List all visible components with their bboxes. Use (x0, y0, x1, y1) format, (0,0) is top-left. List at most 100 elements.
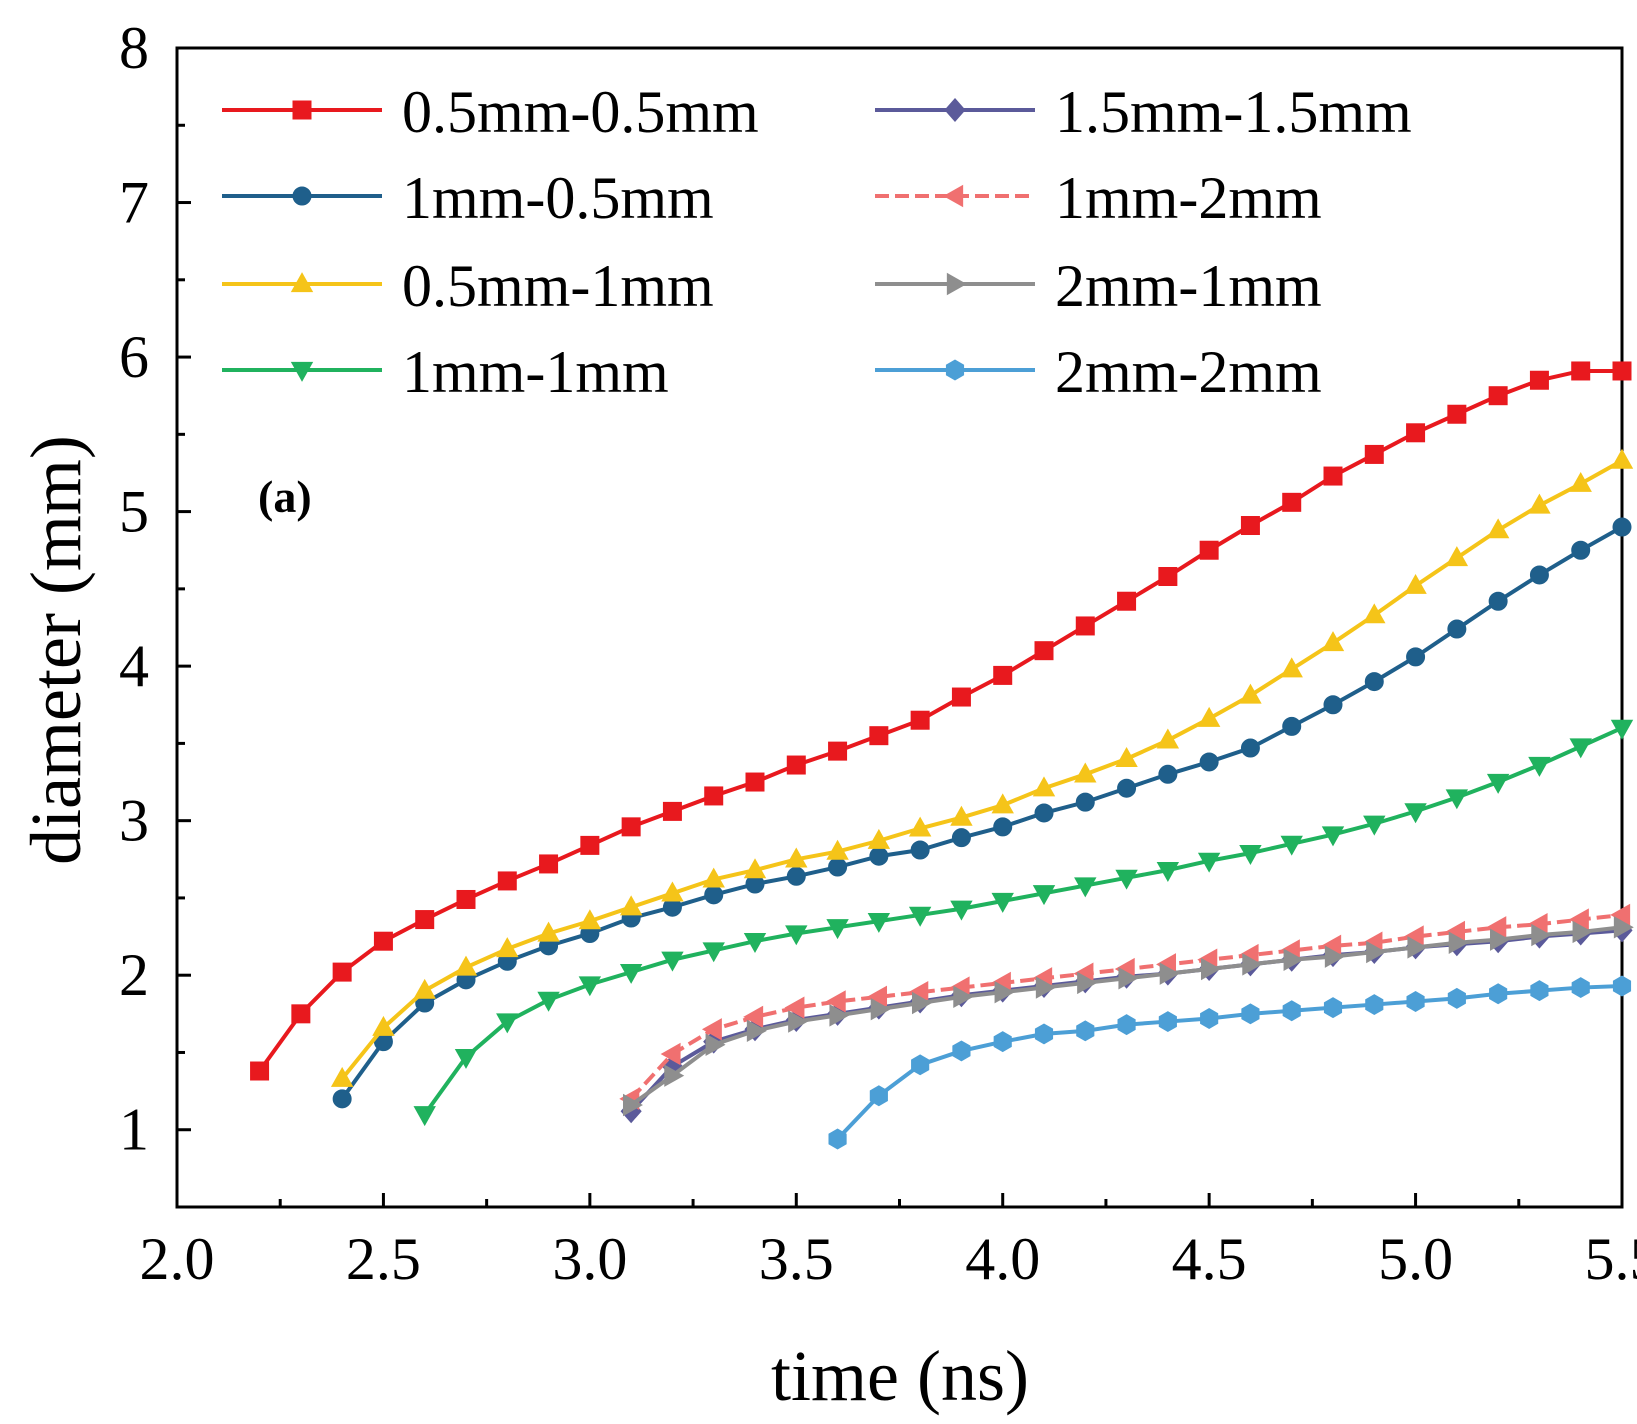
data-point (1118, 1015, 1135, 1035)
x-tick-label: 3.0 (552, 1226, 627, 1292)
data-point (994, 1032, 1011, 1052)
data-point (1118, 592, 1136, 610)
data-point (1035, 804, 1053, 822)
legend-marker (947, 274, 965, 295)
data-point (870, 727, 888, 745)
data-point (1613, 976, 1630, 996)
y-axis-title: diameter (mm) (16, 435, 96, 865)
legend-marker (293, 101, 311, 119)
data-point (1365, 445, 1383, 463)
legend-entry: 2mm-1mm (875, 253, 1322, 319)
y-tick-label: 7 (119, 170, 149, 236)
y-tick-label: 6 (119, 324, 149, 390)
legend-entry: 1.5mm-1.5mm (875, 79, 1412, 145)
data-point (1076, 793, 1094, 811)
data-point (1366, 995, 1383, 1015)
series-1mm-2mm (620, 905, 1629, 1110)
legend-label: 1mm-0.5mm (402, 165, 714, 231)
data-point (1035, 1024, 1052, 1044)
data-point (1323, 632, 1344, 650)
series-2mm-2mm (829, 976, 1631, 1149)
data-point (911, 711, 929, 729)
legend-entry: 0.5mm-1mm (222, 253, 714, 319)
data-point (1448, 988, 1465, 1008)
x-tick-label: 4.0 (965, 1226, 1040, 1292)
data-point (829, 1129, 846, 1149)
data-point (1570, 473, 1591, 491)
data-point (1447, 547, 1468, 565)
data-point (952, 829, 970, 847)
data-point (251, 1062, 269, 1080)
data-point (1241, 739, 1259, 757)
legend-label: 0.5mm-1mm (402, 253, 714, 319)
data-point (1159, 568, 1177, 586)
series-0.5mm-1mm (332, 450, 1633, 1087)
y-tick-label: 3 (119, 788, 149, 854)
x-tick-label: 2.0 (140, 1226, 215, 1292)
y-tick-label: 8 (119, 15, 149, 81)
data-point (1407, 992, 1424, 1012)
legend-marker (293, 187, 311, 205)
x-tick-label: 5.0 (1378, 1226, 1453, 1292)
data-point (663, 802, 681, 820)
data-point (1489, 387, 1507, 405)
data-point (622, 818, 640, 836)
data-point (952, 688, 970, 706)
data-point (1283, 493, 1301, 511)
data-point (1200, 753, 1218, 771)
data-point (1612, 450, 1633, 468)
data-point (292, 1005, 310, 1023)
data-point (870, 1086, 887, 1106)
data-point (498, 872, 516, 890)
data-point (1530, 371, 1548, 389)
x-tick-label: 5.5 (1585, 1226, 1637, 1292)
data-point (829, 742, 847, 760)
legend-entry: 1mm-2mm (875, 165, 1322, 231)
data-point (829, 858, 847, 876)
data-point (1035, 642, 1053, 660)
data-point (1324, 467, 1342, 485)
data-point (1200, 541, 1218, 559)
series-line (838, 986, 1622, 1139)
data-point (1159, 1012, 1176, 1032)
data-point (333, 1090, 351, 1108)
data-point (1077, 1021, 1094, 1041)
data-point (1283, 1001, 1300, 1021)
y-tick-label: 5 (119, 479, 149, 545)
data-point (1199, 708, 1220, 726)
data-point (994, 818, 1012, 836)
data-point (705, 886, 723, 904)
data-point (705, 787, 723, 805)
data-point (333, 963, 351, 981)
data-point (540, 855, 558, 873)
legend-label: 1mm-1mm (402, 339, 669, 405)
legend-marker (945, 99, 965, 122)
data-point (953, 1041, 970, 1061)
data-point (1159, 765, 1177, 783)
y-tick-label: 4 (119, 633, 149, 699)
data-point (414, 1107, 435, 1125)
data-point (1613, 518, 1631, 536)
data-point (1448, 620, 1466, 638)
legend-label: 1mm-2mm (1055, 165, 1322, 231)
data-point (374, 932, 392, 950)
data-point (1240, 685, 1261, 703)
x-tick-label: 4.5 (1172, 1226, 1247, 1292)
data-point (1364, 604, 1385, 622)
data-point (911, 841, 929, 859)
panel-label: (a) (258, 471, 312, 522)
data-point (1118, 779, 1136, 797)
data-point (1201, 1009, 1218, 1029)
legend-entry: 0.5mm-0.5mm (222, 79, 759, 145)
y-tick-label: 1 (119, 1097, 149, 1163)
plot-area (177, 48, 1633, 1207)
y-tick-label: 2 (119, 942, 149, 1008)
data-point (1530, 566, 1548, 584)
legend-entry: 1mm-0.5mm (222, 165, 714, 231)
data-point (1490, 984, 1507, 1004)
data-point (1241, 517, 1259, 535)
data-point (1365, 673, 1383, 691)
data-point (1572, 541, 1590, 559)
